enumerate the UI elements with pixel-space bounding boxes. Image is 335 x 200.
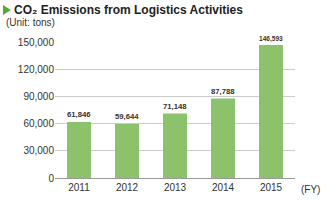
svg-text:2011: 2011 <box>68 182 90 193</box>
svg-text:120,000: 120,000 <box>18 64 55 75</box>
svg-text:2014: 2014 <box>212 182 235 193</box>
svg-text:146,593: 146,593 <box>259 35 283 43</box>
svg-text:CO₂ Emissions from Logistics A: CO₂ Emissions from Logistics Activities <box>14 3 243 17</box>
svg-text:(Unit: tons): (Unit: tons) <box>6 17 55 28</box>
svg-text:30,000: 30,000 <box>23 145 54 156</box>
svg-text:90,000: 90,000 <box>23 91 54 102</box>
svg-text:60,000: 60,000 <box>23 118 54 129</box>
svg-text:0: 0 <box>48 173 54 184</box>
svg-text:59,644: 59,644 <box>115 112 139 121</box>
svg-text:(FY): (FY) <box>301 184 320 195</box>
svg-text:150,000: 150,000 <box>18 37 55 48</box>
svg-text:2015: 2015 <box>260 182 283 193</box>
svg-text:2012: 2012 <box>116 182 139 193</box>
svg-text:61,846: 61,846 <box>67 110 91 119</box>
svg-text:2013: 2013 <box>164 182 187 193</box>
svg-text:87,788: 87,788 <box>211 87 235 96</box>
svg-text:71,148: 71,148 <box>163 102 187 111</box>
